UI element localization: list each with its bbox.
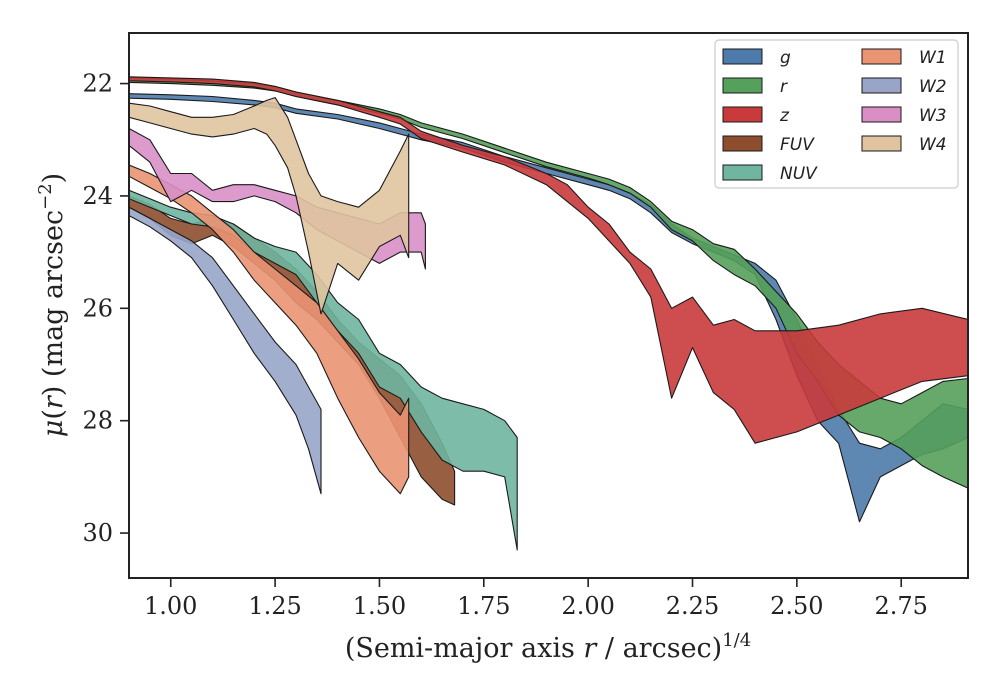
- band-z: [129, 76, 968, 444]
- legend-item-w2: W2: [861, 77, 947, 97]
- legend-label: W4: [919, 135, 947, 155]
- legend-swatch: [861, 48, 902, 65]
- band-w1: [129, 164, 410, 495]
- y-tick-label: 28: [82, 407, 113, 435]
- legend-label: FUV: [780, 135, 815, 155]
- legend-swatch: [861, 135, 902, 152]
- legend-item-z: z: [722, 106, 790, 126]
- x-tick-label: 1.25: [248, 592, 301, 620]
- legend-label: W2: [919, 77, 947, 97]
- x-axis-label: (Semi-major axis r / arcsec)1/4: [345, 630, 751, 664]
- legend-label: g: [780, 48, 791, 68]
- legend-swatch: [861, 77, 902, 94]
- legend-item-w4: W4: [861, 135, 947, 155]
- x-tick-label: 2.00: [561, 592, 614, 620]
- legend-item-fuv: FUV: [722, 135, 815, 155]
- x-tick-label: 2.25: [666, 592, 719, 620]
- legend-swatch: [861, 106, 902, 123]
- legend-label: NUV: [780, 164, 818, 184]
- y-axis-ticks: 22 24 26 28 30: [82, 70, 129, 547]
- x-tick-label: 2.50: [770, 592, 823, 620]
- legend-swatch: [722, 77, 763, 94]
- legend-item-nuv: NUV: [722, 164, 818, 184]
- legend-swatch: [722, 164, 763, 181]
- band-w2: [129, 206, 322, 495]
- legend: grz FUV NUV W1 W2 W3 W4: [714, 39, 959, 189]
- legend-label: W1: [919, 48, 947, 68]
- x-tick-label: 1.50: [353, 592, 406, 620]
- band-w4: [129, 97, 410, 315]
- y-axis-label: μ(r) (mag arcsec−2): [35, 173, 69, 437]
- legend-label: z: [779, 106, 790, 126]
- plot-frame: [128, 32, 969, 579]
- x-tick-label: 1.75: [457, 592, 510, 620]
- x-tick-label: 1.00: [144, 592, 197, 620]
- legend-item-w3: W3: [861, 106, 947, 126]
- y-tick-label: 22: [82, 70, 113, 98]
- band-r: [129, 77, 968, 489]
- legend-item-r: r: [722, 77, 788, 97]
- y-tick-label: 24: [82, 182, 113, 210]
- x-axis-ticks: 1.00 1.25 1.50 1.75 2.00 2.25 2.50 2.75: [144, 578, 928, 620]
- x-tick-label: 2.75: [874, 592, 927, 620]
- series-bands: [129, 76, 968, 551]
- legend-item-w1: W1: [861, 48, 947, 68]
- legend-item-g: g: [722, 48, 791, 68]
- legend-label: r: [780, 77, 788, 97]
- legend-label: W3: [919, 106, 947, 126]
- legend-swatch: [722, 48, 763, 65]
- legend-swatch: [722, 106, 763, 123]
- y-tick-label: 30: [82, 519, 113, 547]
- legend-swatch: [722, 135, 763, 152]
- y-tick-label: 26: [82, 294, 113, 322]
